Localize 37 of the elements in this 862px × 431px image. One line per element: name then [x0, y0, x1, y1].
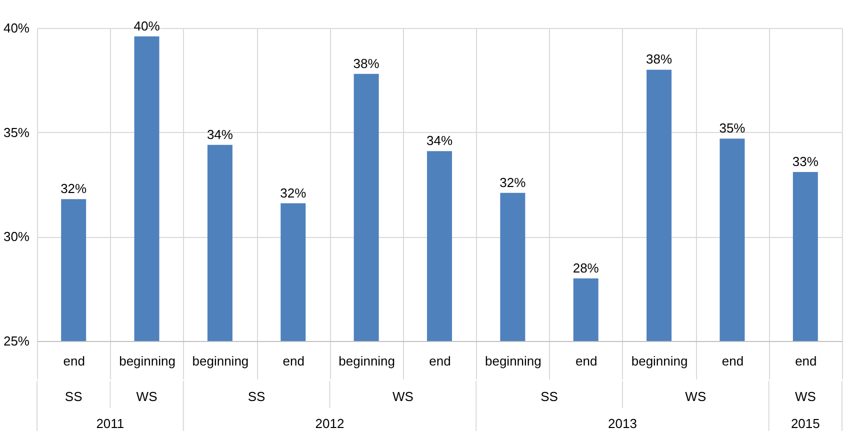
text: SS	[248, 389, 266, 404]
data-label: 32%	[280, 185, 307, 200]
x-tick-label: end	[795, 354, 817, 368]
y-tick-label: 35%	[3, 124, 30, 140]
data-label: 35%	[719, 120, 746, 136]
x-tick-label: end	[63, 354, 85, 368]
data-label: 32%	[500, 174, 526, 190]
text: WS	[685, 389, 706, 404]
x-tick-label: beginning	[192, 354, 249, 368]
x-tick-label: end	[282, 354, 304, 368]
x-tick-label: end	[429, 354, 451, 368]
x-tick-label: beginning	[631, 354, 688, 368]
y-tick-label: 25%	[3, 334, 30, 348]
x-tick-label: beginning	[338, 354, 396, 368]
data-label: 38%	[646, 52, 672, 67]
data-label: 28%	[572, 260, 600, 276]
text: SS	[64, 389, 83, 404]
x-tick-label: end	[576, 354, 598, 368]
x-tick-label: beginning	[119, 354, 176, 368]
x-tick-label: end	[722, 354, 744, 368]
data-label: 33%	[792, 154, 819, 169]
data-label: 32%	[60, 181, 88, 196]
text: WS	[794, 389, 816, 404]
data-label: 34%	[206, 126, 234, 142]
data-label: 40%	[134, 18, 160, 34]
x-tick-label: beginning	[484, 354, 542, 368]
text: 2013	[608, 416, 637, 431]
data-label: 38%	[353, 56, 380, 71]
y-tick-label: 30%	[3, 229, 30, 244]
text: 2011	[96, 416, 124, 431]
text: WS	[136, 389, 158, 404]
text: 2012	[315, 416, 344, 431]
text: 2015	[790, 416, 820, 431]
data-label: 34%	[426, 133, 453, 148]
y-tick-label: 40%	[3, 20, 30, 36]
text: SS	[540, 389, 558, 404]
text: WS	[392, 389, 414, 404]
